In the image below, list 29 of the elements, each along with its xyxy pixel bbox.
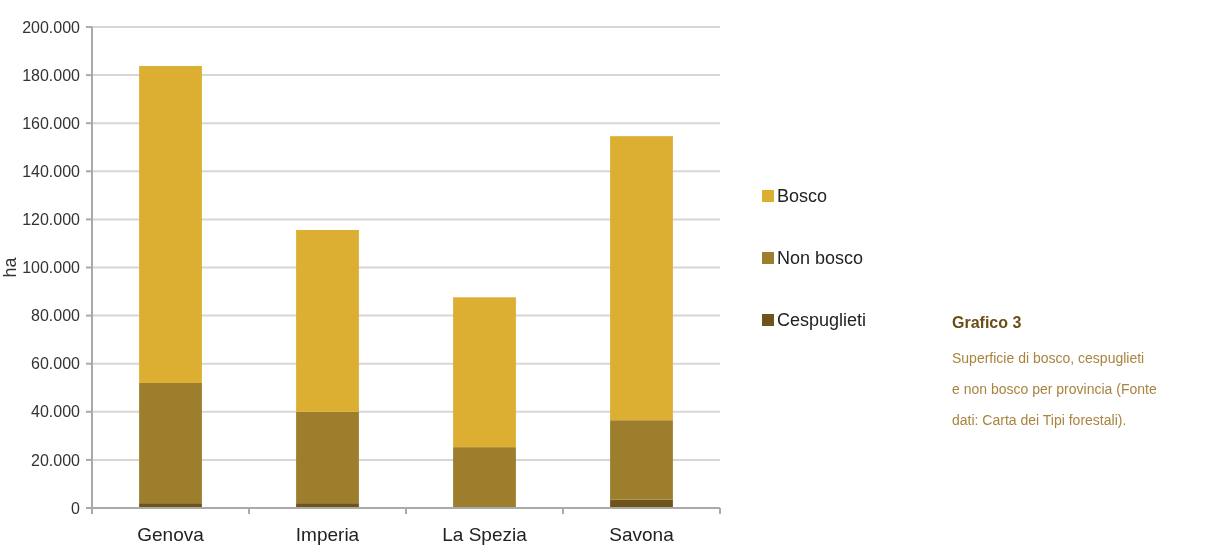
- bar: [296, 411, 359, 504]
- y-tick-label: 140.000: [22, 162, 81, 180]
- y-axis-title: ha: [0, 256, 20, 278]
- y-tick-label: 100.000: [22, 259, 81, 277]
- text: Superficie di bosco, cespuglieti e non bosco per provincia (Fonte dati: Carta dei Tipi forestali).: [952, 350, 1157, 428]
- x-tick-label: La Spezia: [442, 524, 528, 545]
- bar: [610, 136, 673, 421]
- y-tick-label: 200.000: [22, 18, 81, 36]
- y-tick-label: 60.000: [31, 355, 81, 373]
- y-tick-label: 0: [71, 499, 81, 517]
- bar: [453, 297, 516, 448]
- legend-label: Cespuglieti: [777, 310, 867, 331]
- y-tick-label: 20.000: [31, 451, 81, 469]
- y-tick-label: 40.000: [31, 403, 81, 421]
- text: Grafico 3: [952, 314, 1022, 331]
- bar: [453, 447, 516, 508]
- legend-label: Non bosco: [777, 248, 864, 269]
- y-tick-label: 160.000: [22, 114, 81, 132]
- bar: [139, 382, 202, 504]
- legend-label: Bosco: [777, 186, 828, 207]
- y-tick-label: 120.000: [22, 211, 81, 228]
- bar: [139, 65, 202, 383]
- x-tick-label: Genova: [137, 524, 205, 545]
- x-tick-label: Imperia: [295, 524, 360, 545]
- bar: [296, 229, 359, 412]
- x-tick-label: Savona: [609, 524, 675, 545]
- y-tick-label: 80.000: [31, 307, 81, 325]
- y-tick-label: 180.000: [22, 66, 81, 84]
- bar: [610, 420, 673, 500]
